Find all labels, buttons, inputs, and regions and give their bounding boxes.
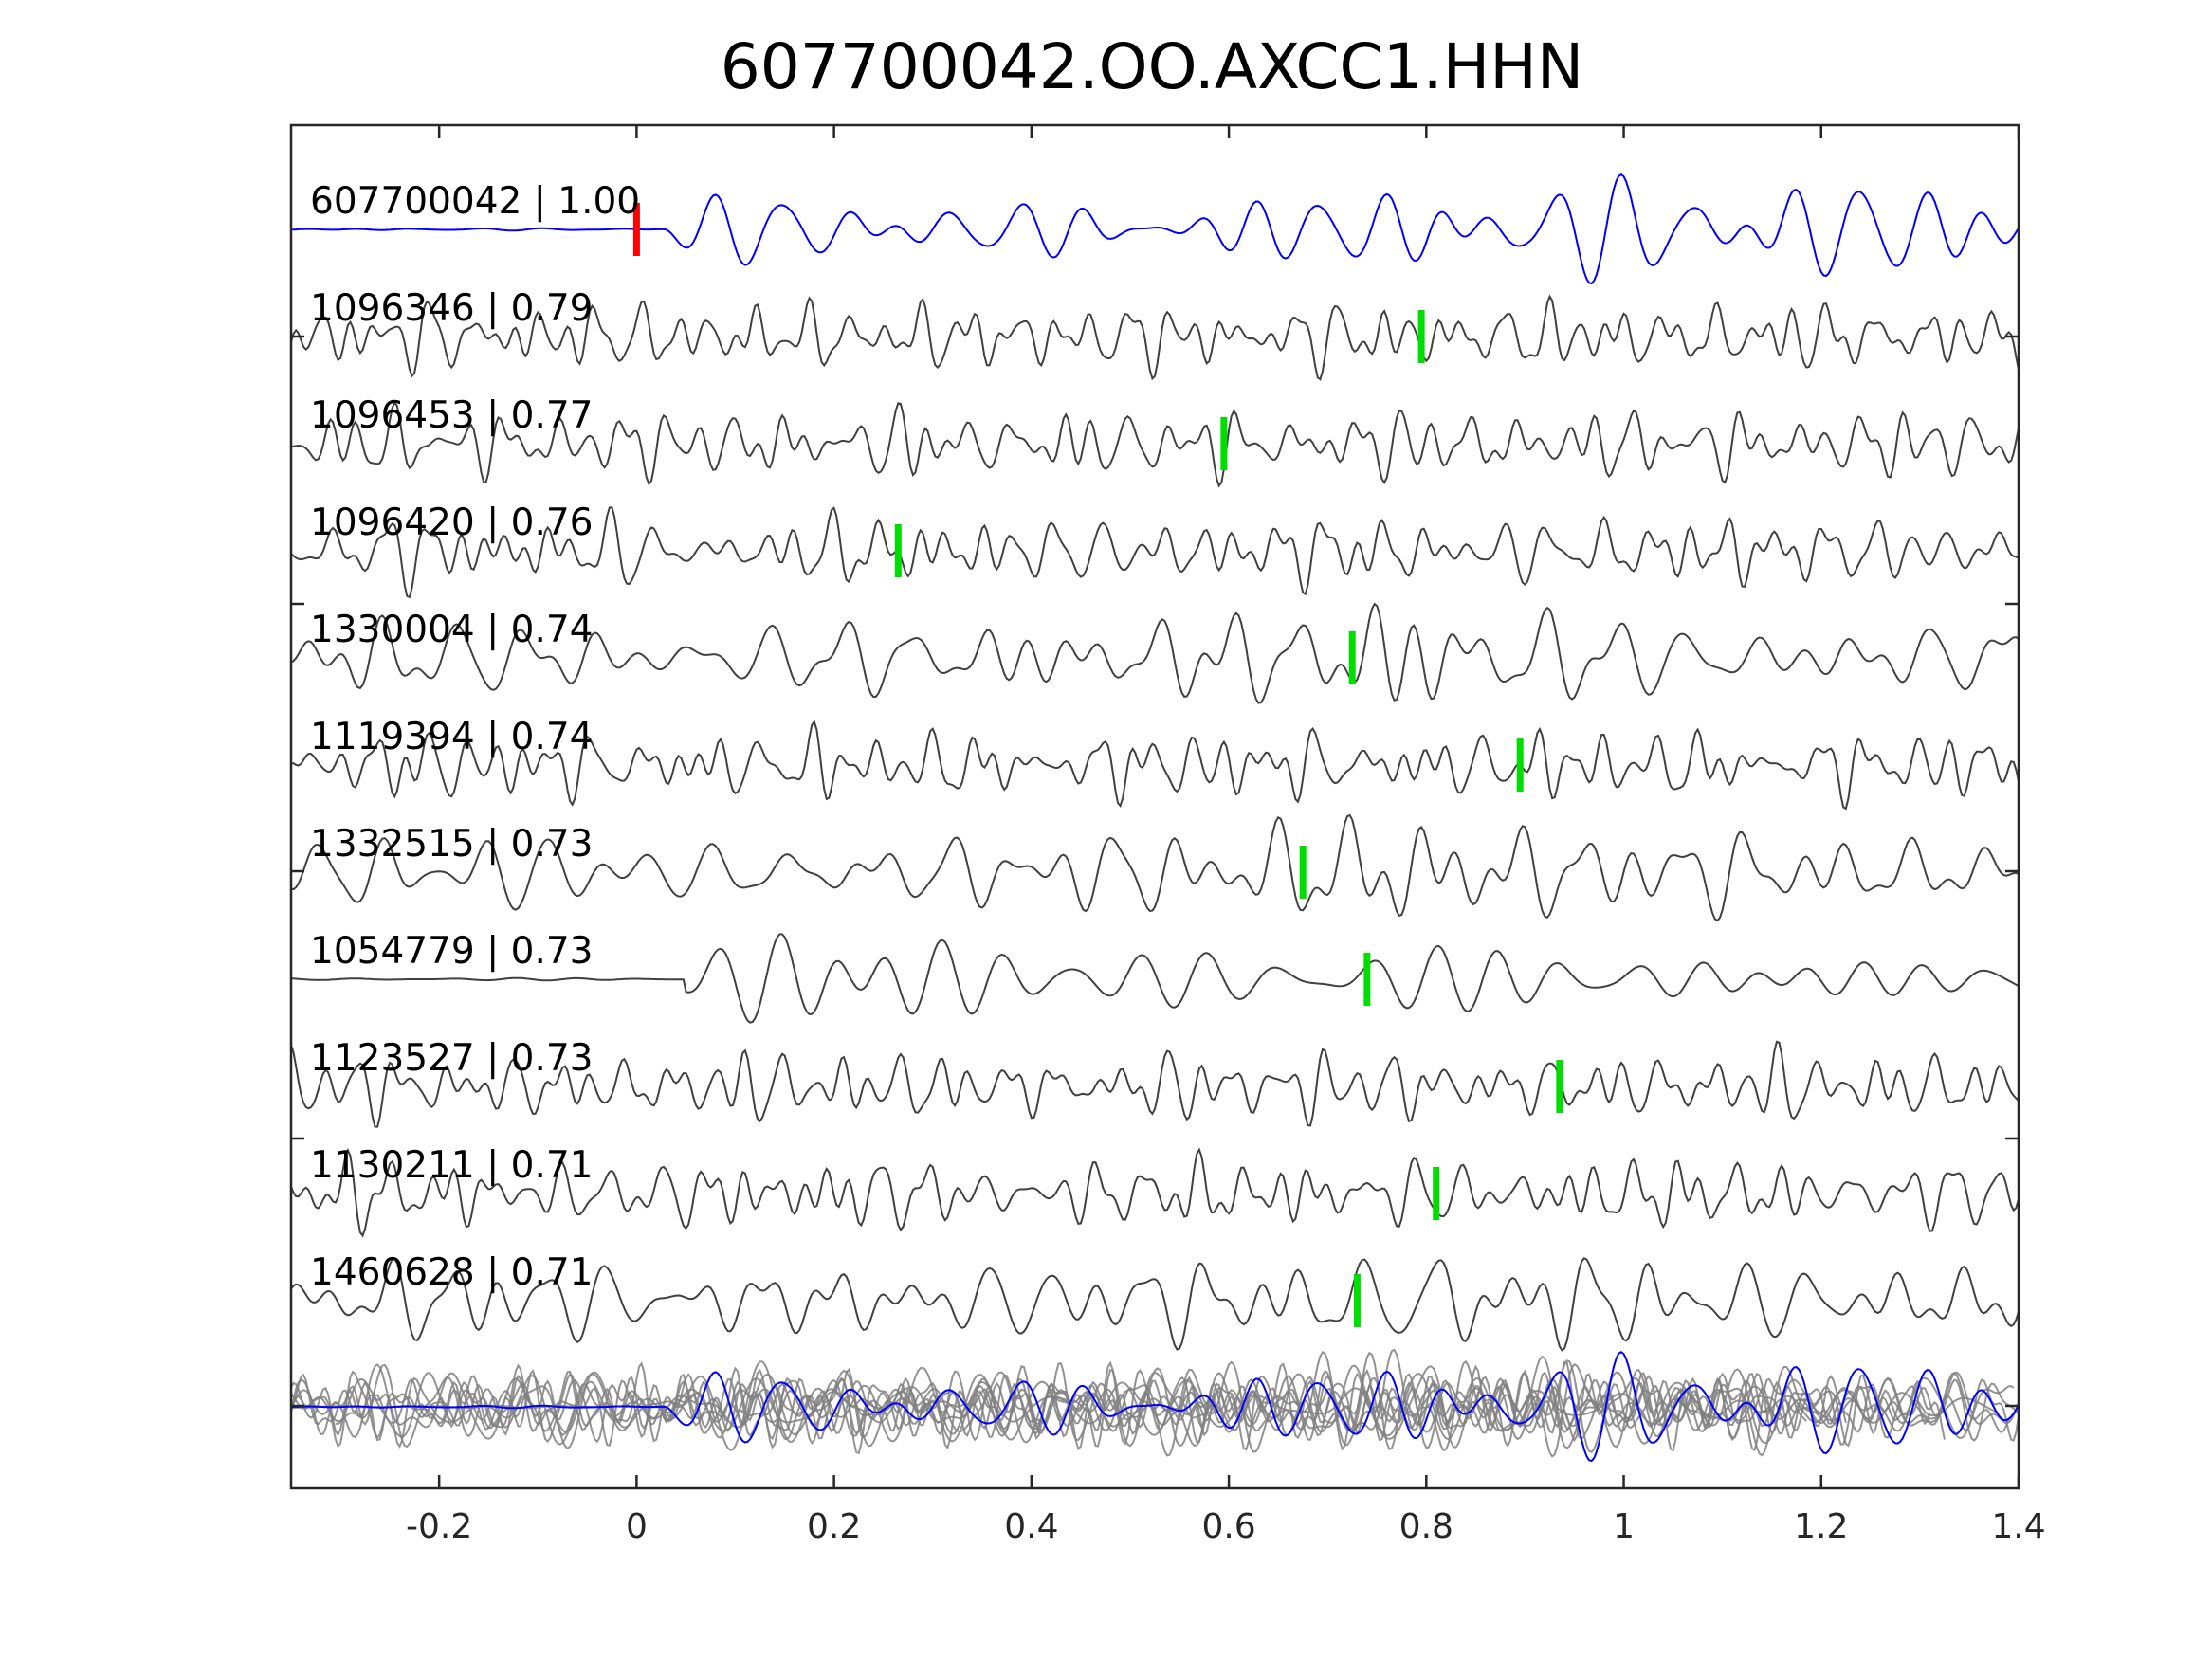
trace-label-1130211: 1130211 | 0.71 — [310, 1144, 593, 1187]
y-axis-ticks — [291, 335, 2019, 1408]
trace-label-1460628: 1460628 | 0.71 — [310, 1251, 593, 1294]
x-tick-label: -0.2 — [406, 1507, 472, 1546]
trace-label-1330004: 1330004 | 0.74 — [310, 609, 593, 651]
x-tick-label: 0.2 — [807, 1507, 861, 1546]
overlay-trace-1130211 — [290, 1360, 1931, 1449]
x-tick-label: 1.2 — [1794, 1507, 1848, 1546]
trace-label-607700042: 607700042 | 1.00 — [310, 180, 640, 223]
trace-1123527 — [290, 1040, 2020, 1128]
overlay-template-607700042 — [290, 1351, 2020, 1463]
x-tick-label: 0.4 — [1004, 1507, 1058, 1546]
trace-1330004 — [290, 602, 2020, 704]
x-tick-label: 0.6 — [1201, 1507, 1255, 1546]
trace-stack: 607700042 | 1.00 1096346 | 0.79 1096453 | … — [290, 173, 2020, 1352]
trace-1460628 — [290, 1257, 2020, 1352]
plot-area: 607700042 | 1.00 1096346 | 0.79 1096453 | … — [290, 173, 2020, 1463]
trace-label-1054779: 1054779 | 0.73 — [310, 930, 593, 973]
x-tick-label: 1.4 — [1991, 1507, 2045, 1546]
x-axis: -0.2 0 0.2 0.4 0.6 0.8 1 1.2 1.4 — [406, 125, 2046, 1546]
trace-label-1096453: 1096453 | 0.77 — [310, 394, 593, 437]
x-tick-label: 0.8 — [1399, 1507, 1453, 1546]
trace-label-1119394: 1119394 | 0.74 — [310, 716, 593, 758]
axes-box — [289, 123, 2020, 1490]
overlay-stack — [290, 1348, 2020, 1463]
chart-title: 607700042.OO.AXCC1.HHN — [721, 30, 1583, 103]
x-tick-label: 1 — [1613, 1507, 1635, 1546]
trace-607700042 — [290, 173, 2020, 285]
overlay-trace-1460628 — [290, 1363, 2010, 1458]
trace-1332515 — [290, 813, 2020, 922]
x-tick-label: 0 — [626, 1507, 648, 1546]
trace-label-1096420: 1096420 | 0.76 — [310, 501, 593, 544]
trace-label-1332515: 1332515 | 0.73 — [310, 823, 593, 866]
trace-1096420 — [290, 506, 2020, 599]
trace-label-1096346: 1096346 | 0.79 — [310, 287, 593, 330]
trace-1096453 — [291, 400, 2020, 488]
trace-label-1123527: 1123527 | 0.73 — [310, 1037, 593, 1080]
trace-1130211 — [290, 1147, 2020, 1238]
trace-1096346 — [290, 294, 2020, 381]
overlay-trace-1330004 — [290, 1351, 2015, 1453]
trace-1119394 — [290, 720, 2020, 811]
overlay-trace-1119394 — [290, 1361, 1847, 1452]
trace-1054779 — [290, 933, 2020, 1024]
